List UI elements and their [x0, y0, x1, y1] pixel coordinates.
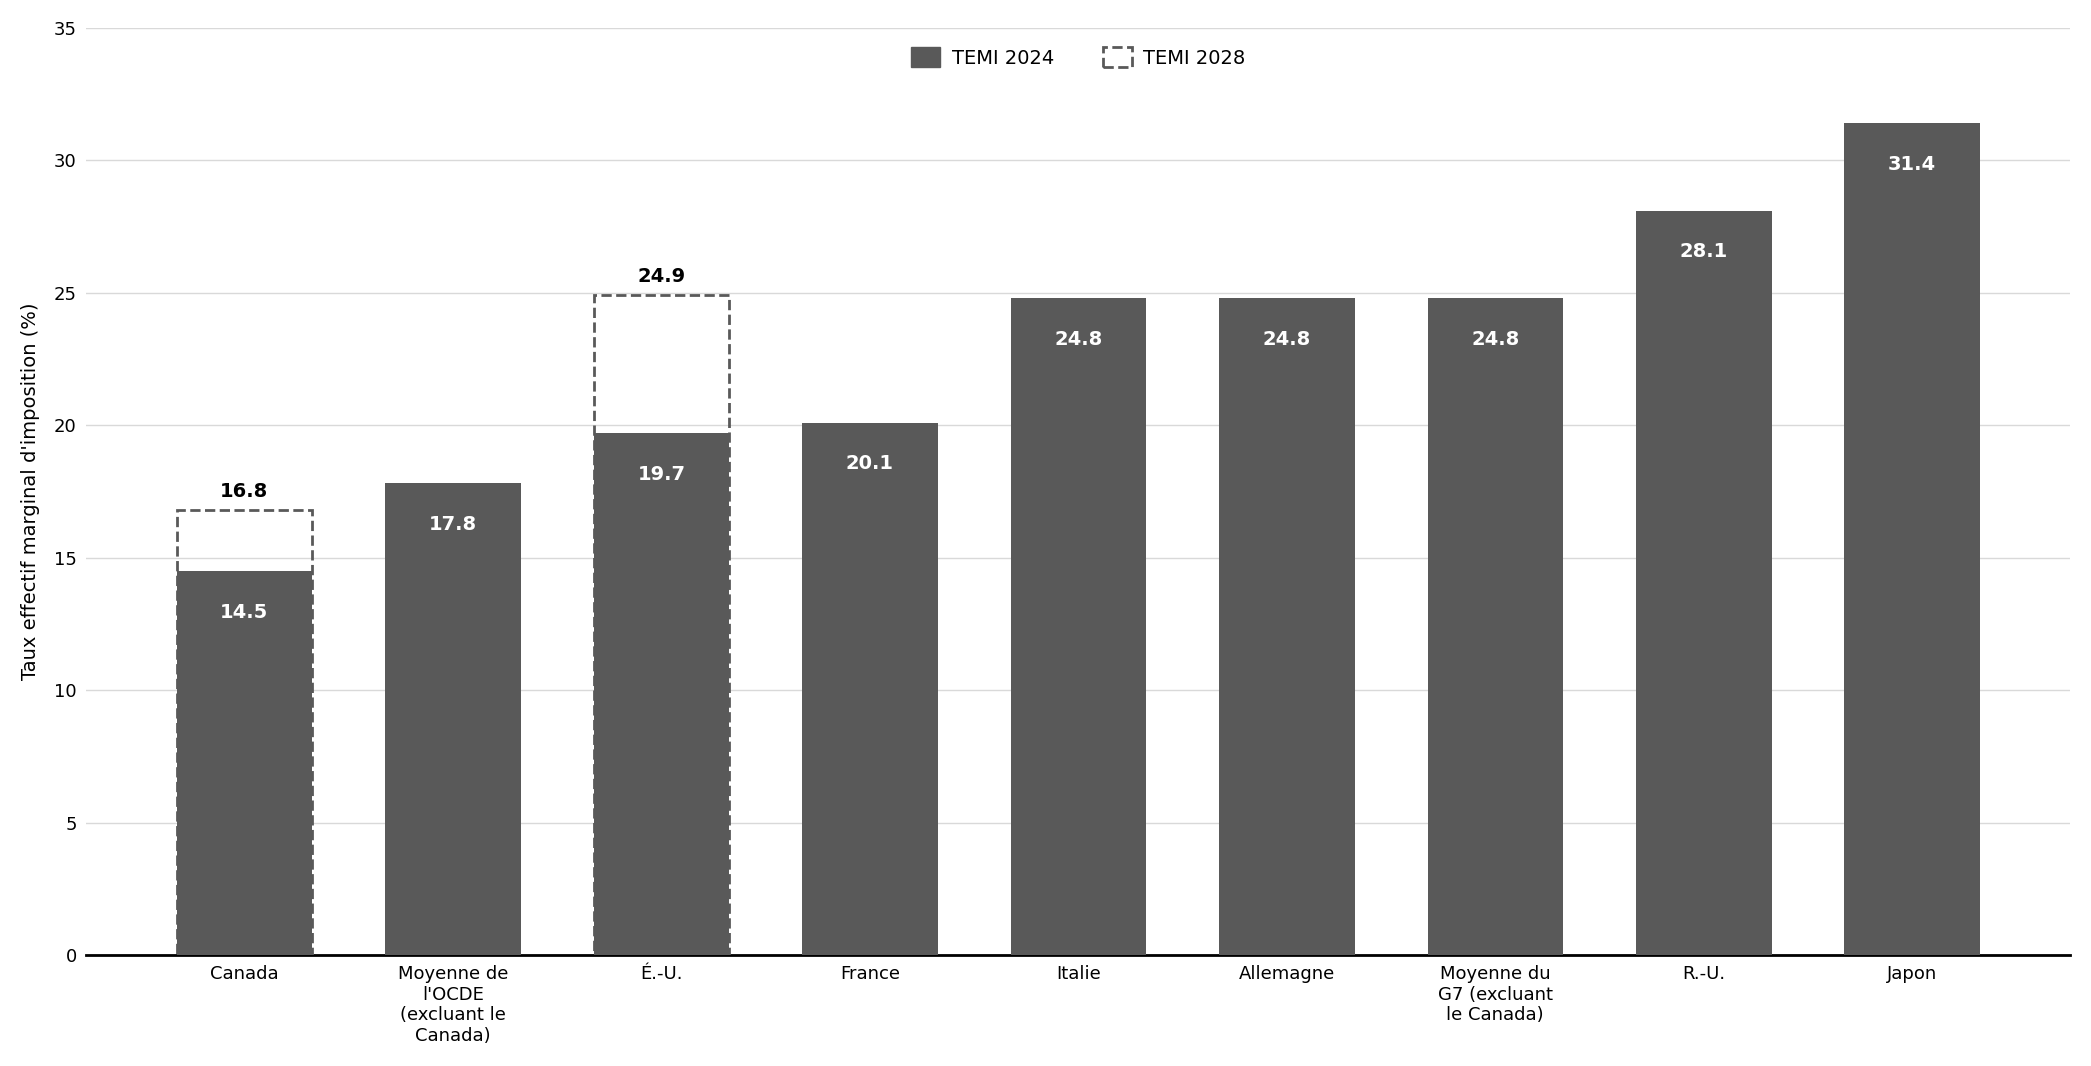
- Text: 24.8: 24.8: [1263, 329, 1311, 349]
- Bar: [385, 484, 521, 955]
- Bar: [594, 433, 730, 955]
- Bar: [1428, 298, 1564, 955]
- Text: 14.5: 14.5: [220, 602, 268, 621]
- Text: 16.8: 16.8: [220, 482, 268, 501]
- Bar: [176, 510, 312, 955]
- Text: 24.8: 24.8: [1054, 329, 1102, 349]
- Text: 31.4: 31.4: [1888, 155, 1936, 174]
- Text: 19.7: 19.7: [638, 465, 686, 484]
- Text: 24.8: 24.8: [1472, 329, 1520, 349]
- Text: 24.9: 24.9: [638, 268, 686, 286]
- Bar: [1010, 298, 1146, 955]
- Text: 28.1: 28.1: [1679, 242, 1727, 261]
- Text: 17.8: 17.8: [429, 515, 477, 534]
- Bar: [176, 571, 312, 955]
- Bar: [1219, 298, 1355, 955]
- Bar: [803, 422, 937, 955]
- Bar: [1635, 211, 1771, 955]
- Y-axis label: Taux effectif marginal d'imposition (%): Taux effectif marginal d'imposition (%): [21, 303, 40, 680]
- Legend: TEMI 2024, TEMI 2028: TEMI 2024, TEMI 2028: [901, 37, 1255, 78]
- Bar: [594, 295, 730, 955]
- Text: 20.1: 20.1: [847, 454, 893, 473]
- Bar: [1844, 124, 1980, 955]
